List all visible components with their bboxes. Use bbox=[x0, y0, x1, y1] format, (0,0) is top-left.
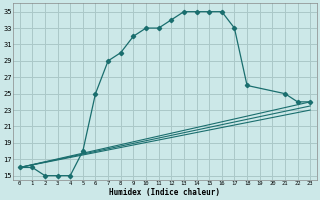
X-axis label: Humidex (Indice chaleur): Humidex (Indice chaleur) bbox=[109, 188, 220, 197]
